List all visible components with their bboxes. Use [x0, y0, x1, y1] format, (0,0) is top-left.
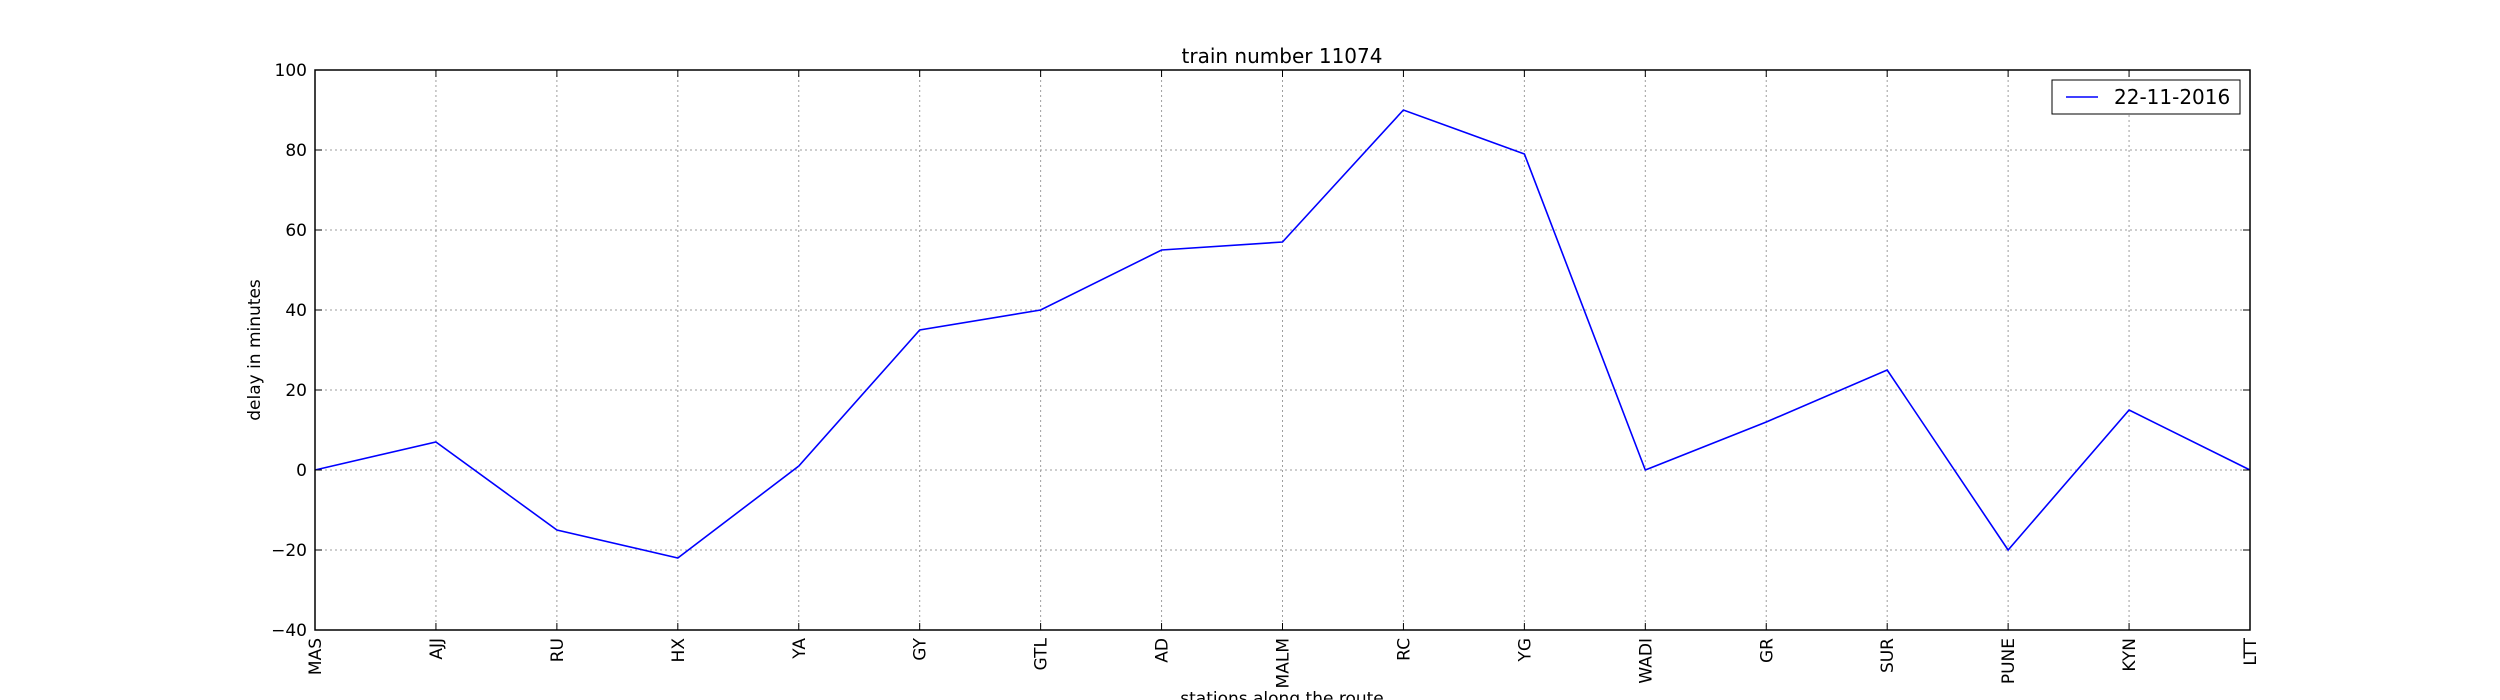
x-tick-label: RU: [548, 638, 568, 662]
y-axis-label: delay in minutes: [245, 279, 265, 421]
y-tick-labels: −40 −20 0 20 40 60 80 100: [271, 61, 307, 641]
ticks: [314, 69, 2251, 631]
legend: 22-11-2016: [2051, 79, 2241, 115]
y-tick-label: 20: [285, 381, 307, 401]
x-tick-label: SUR: [1878, 638, 1898, 673]
x-tick-label: YG: [1515, 638, 1535, 663]
x-tick-label: GTL: [1032, 637, 1052, 670]
x-tick-label: RC: [1394, 638, 1414, 661]
x-axis-label: stations along the route: [1180, 689, 1384, 700]
x-tick-label: KYN: [2120, 638, 2140, 672]
chart-title: train number 11074: [1182, 44, 1383, 68]
x-tick-label: WADI: [1636, 638, 1656, 684]
series-layer: [314, 109, 2251, 559]
y-tick-label: 0: [296, 461, 307, 481]
x-tick-label: GY: [911, 637, 931, 660]
grid: [315, 70, 2250, 630]
x-tick-label: PUNE: [1999, 638, 2019, 684]
legend-entry: 22-11-2016: [2114, 85, 2230, 109]
y-tick-label: 80: [285, 141, 307, 161]
x-tick-label: MALM: [1274, 638, 1294, 688]
x-tick-label: LTT: [2241, 637, 2261, 665]
x-tick-label: AJJ: [427, 638, 447, 660]
series-line: [314, 109, 2251, 559]
y-tick-label: −20: [271, 541, 307, 561]
y-tick-label: 60: [285, 221, 307, 241]
y-tick-label: −40: [271, 621, 307, 641]
x-tick-label: AD: [1153, 638, 1173, 663]
x-tick-label: YA: [790, 638, 810, 660]
x-tick-label: MAS: [306, 638, 326, 675]
y-tick-label: 40: [285, 301, 307, 321]
x-tick-label: HX: [669, 638, 689, 663]
y-tick-label: 100: [275, 61, 307, 81]
x-tick-labels: MAS AJJ RU HX YA GY GTL AD MALM RC YG WADI GR SUR PUNE…: [306, 637, 2261, 688]
x-tick-label: GR: [1757, 638, 1777, 663]
